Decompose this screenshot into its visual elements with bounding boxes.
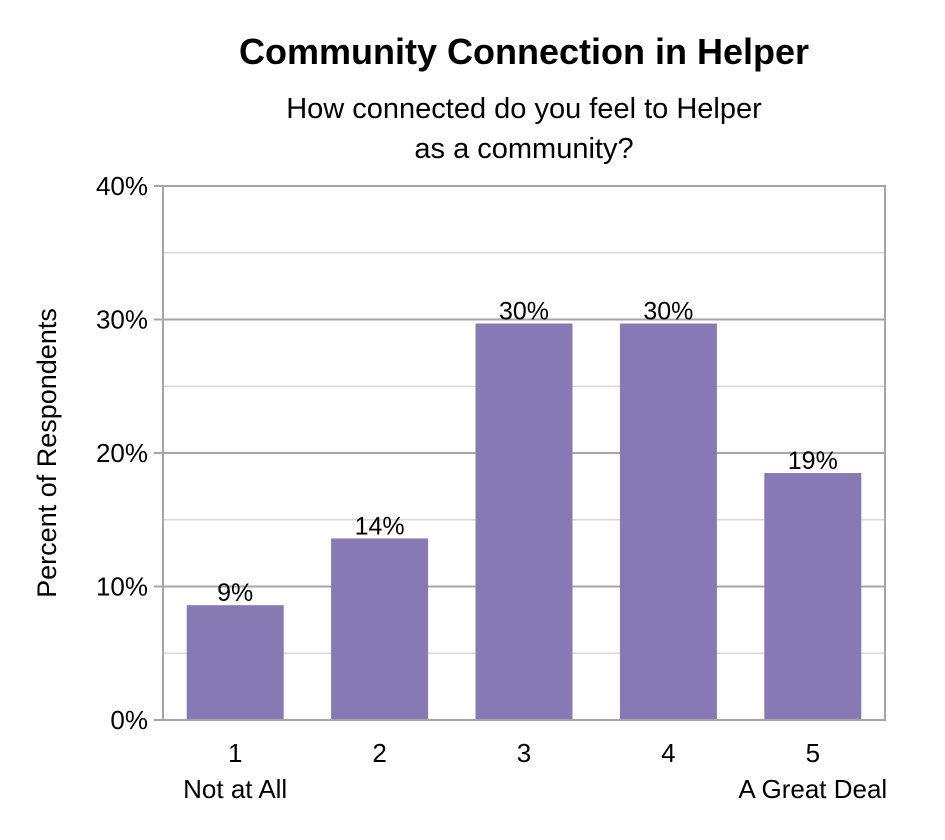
x-tick-label: 5 bbox=[806, 738, 820, 768]
y-tick-label: 10% bbox=[96, 572, 148, 602]
chart-subtitle-line-1: How connected do you feel to Helper bbox=[286, 93, 762, 125]
x-tick-label: 3 bbox=[517, 738, 531, 768]
data-label: 9% bbox=[217, 579, 253, 607]
x-tick-label: 2 bbox=[372, 738, 386, 768]
data-label: 19% bbox=[788, 447, 838, 475]
bar-3 bbox=[475, 323, 573, 720]
data-label: 30% bbox=[643, 298, 693, 326]
y-axis-title: Percent of Respondents bbox=[32, 308, 62, 598]
y-tick-label: 0% bbox=[110, 705, 148, 735]
y-tick-label: 40% bbox=[96, 171, 148, 201]
x-category-sublabel: Not at All bbox=[183, 774, 287, 804]
plot-area: 0% 10% 20% 30% 40% 9% 1 Not at All 14% 2 30% 3 30% 4 1… bbox=[96, 171, 887, 804]
chart-subtitle-line-2: as a community? bbox=[414, 133, 633, 165]
x-tick-label: 4 bbox=[661, 738, 675, 768]
x-tick-label: 1 bbox=[228, 738, 242, 768]
bar-4 bbox=[619, 323, 717, 720]
data-label: 14% bbox=[355, 512, 405, 540]
bar-5 bbox=[764, 473, 862, 720]
x-category-sublabel: A Great Deal bbox=[738, 774, 887, 804]
chart-title: Community Connection in Helper bbox=[239, 31, 809, 72]
data-label: 30% bbox=[499, 298, 549, 326]
y-tick-label: 30% bbox=[96, 305, 148, 335]
bar-1 bbox=[186, 605, 284, 720]
plot-border bbox=[162, 185, 886, 721]
bar-2 bbox=[331, 538, 429, 720]
y-tick-label: 20% bbox=[96, 438, 148, 468]
